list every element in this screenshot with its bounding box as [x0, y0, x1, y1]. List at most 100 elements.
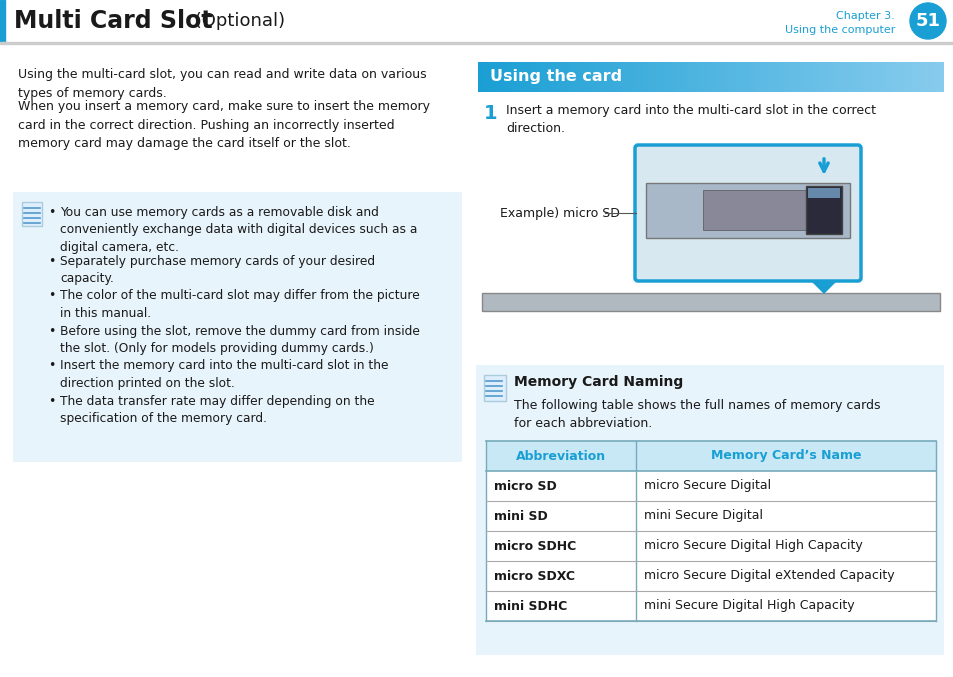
Bar — [869, 62, 870, 92]
Bar — [796, 62, 797, 92]
Bar — [924, 62, 925, 92]
Bar — [629, 62, 630, 92]
Bar — [809, 62, 810, 92]
Bar — [793, 62, 794, 92]
Bar — [765, 62, 766, 92]
Bar — [734, 62, 735, 92]
Bar — [872, 62, 873, 92]
Bar — [751, 62, 752, 92]
Bar — [654, 62, 655, 92]
Bar — [574, 62, 575, 92]
Bar — [700, 62, 701, 92]
Bar — [646, 62, 647, 92]
Bar — [577, 62, 578, 92]
Bar — [878, 62, 879, 92]
Text: The color of the multi-card slot may differ from the picture
in this manual.: The color of the multi-card slot may dif… — [60, 290, 419, 320]
Bar — [832, 62, 833, 92]
Bar — [862, 62, 863, 92]
Bar — [557, 62, 558, 92]
Bar — [514, 62, 515, 92]
Bar — [847, 62, 848, 92]
Bar — [623, 62, 624, 92]
Bar — [603, 62, 604, 92]
Bar — [840, 62, 841, 92]
Bar — [489, 62, 490, 92]
Bar — [768, 62, 769, 92]
Polygon shape — [811, 281, 835, 293]
Bar — [604, 62, 605, 92]
Bar — [808, 62, 809, 92]
Bar — [567, 62, 568, 92]
Text: •: • — [48, 359, 55, 372]
Bar — [578, 62, 579, 92]
Bar — [491, 62, 492, 92]
Bar — [13, 192, 461, 462]
Bar — [545, 62, 546, 92]
Bar — [662, 62, 663, 92]
Bar — [903, 62, 904, 92]
Bar — [685, 62, 686, 92]
Bar — [490, 62, 491, 92]
Bar — [846, 62, 847, 92]
Bar — [658, 62, 659, 92]
Bar — [609, 62, 610, 92]
Bar — [536, 62, 537, 92]
Bar — [539, 62, 540, 92]
Bar — [783, 62, 784, 92]
Bar — [853, 62, 854, 92]
Bar — [676, 62, 677, 92]
Bar — [652, 62, 654, 92]
Bar — [566, 62, 567, 92]
Bar — [584, 62, 585, 92]
Bar — [916, 62, 917, 92]
Bar — [730, 62, 731, 92]
Bar — [649, 62, 650, 92]
Bar — [483, 375, 505, 401]
Bar — [504, 62, 505, 92]
Bar — [745, 62, 746, 92]
Bar — [502, 62, 503, 92]
Bar — [691, 62, 692, 92]
Bar — [774, 62, 775, 92]
Bar — [716, 62, 717, 92]
Bar — [760, 62, 761, 92]
Bar — [669, 62, 670, 92]
Bar — [562, 62, 563, 92]
Bar — [627, 62, 628, 92]
Bar — [940, 62, 941, 92]
Bar — [628, 62, 629, 92]
Bar — [907, 62, 908, 92]
Bar — [806, 62, 807, 92]
Bar — [727, 62, 728, 92]
Bar — [610, 62, 612, 92]
Bar — [753, 62, 754, 92]
Bar — [873, 62, 874, 92]
Bar — [830, 62, 831, 92]
Bar — [697, 62, 698, 92]
Bar — [657, 62, 658, 92]
Bar — [752, 62, 753, 92]
Bar — [708, 62, 709, 92]
Bar — [759, 62, 760, 92]
Bar — [588, 62, 589, 92]
Bar — [781, 62, 782, 92]
Bar — [851, 62, 852, 92]
Circle shape — [909, 3, 945, 39]
Bar — [858, 62, 859, 92]
Bar — [717, 62, 718, 92]
Bar — [895, 62, 896, 92]
Bar — [686, 62, 687, 92]
Bar — [826, 62, 827, 92]
Text: The following table shows the full names of memory cards
for each abbreviation.: The following table shows the full names… — [514, 399, 880, 430]
Text: Separately purchase memory cards of your desired
capacity.: Separately purchase memory cards of your… — [60, 255, 375, 285]
Bar — [601, 62, 602, 92]
Bar — [939, 62, 940, 92]
Bar — [692, 62, 693, 92]
Bar — [702, 190, 837, 230]
Bar — [510, 62, 511, 92]
Bar — [626, 62, 627, 92]
Bar — [512, 62, 513, 92]
Bar — [803, 62, 804, 92]
Bar — [703, 62, 704, 92]
Bar — [477, 62, 478, 92]
